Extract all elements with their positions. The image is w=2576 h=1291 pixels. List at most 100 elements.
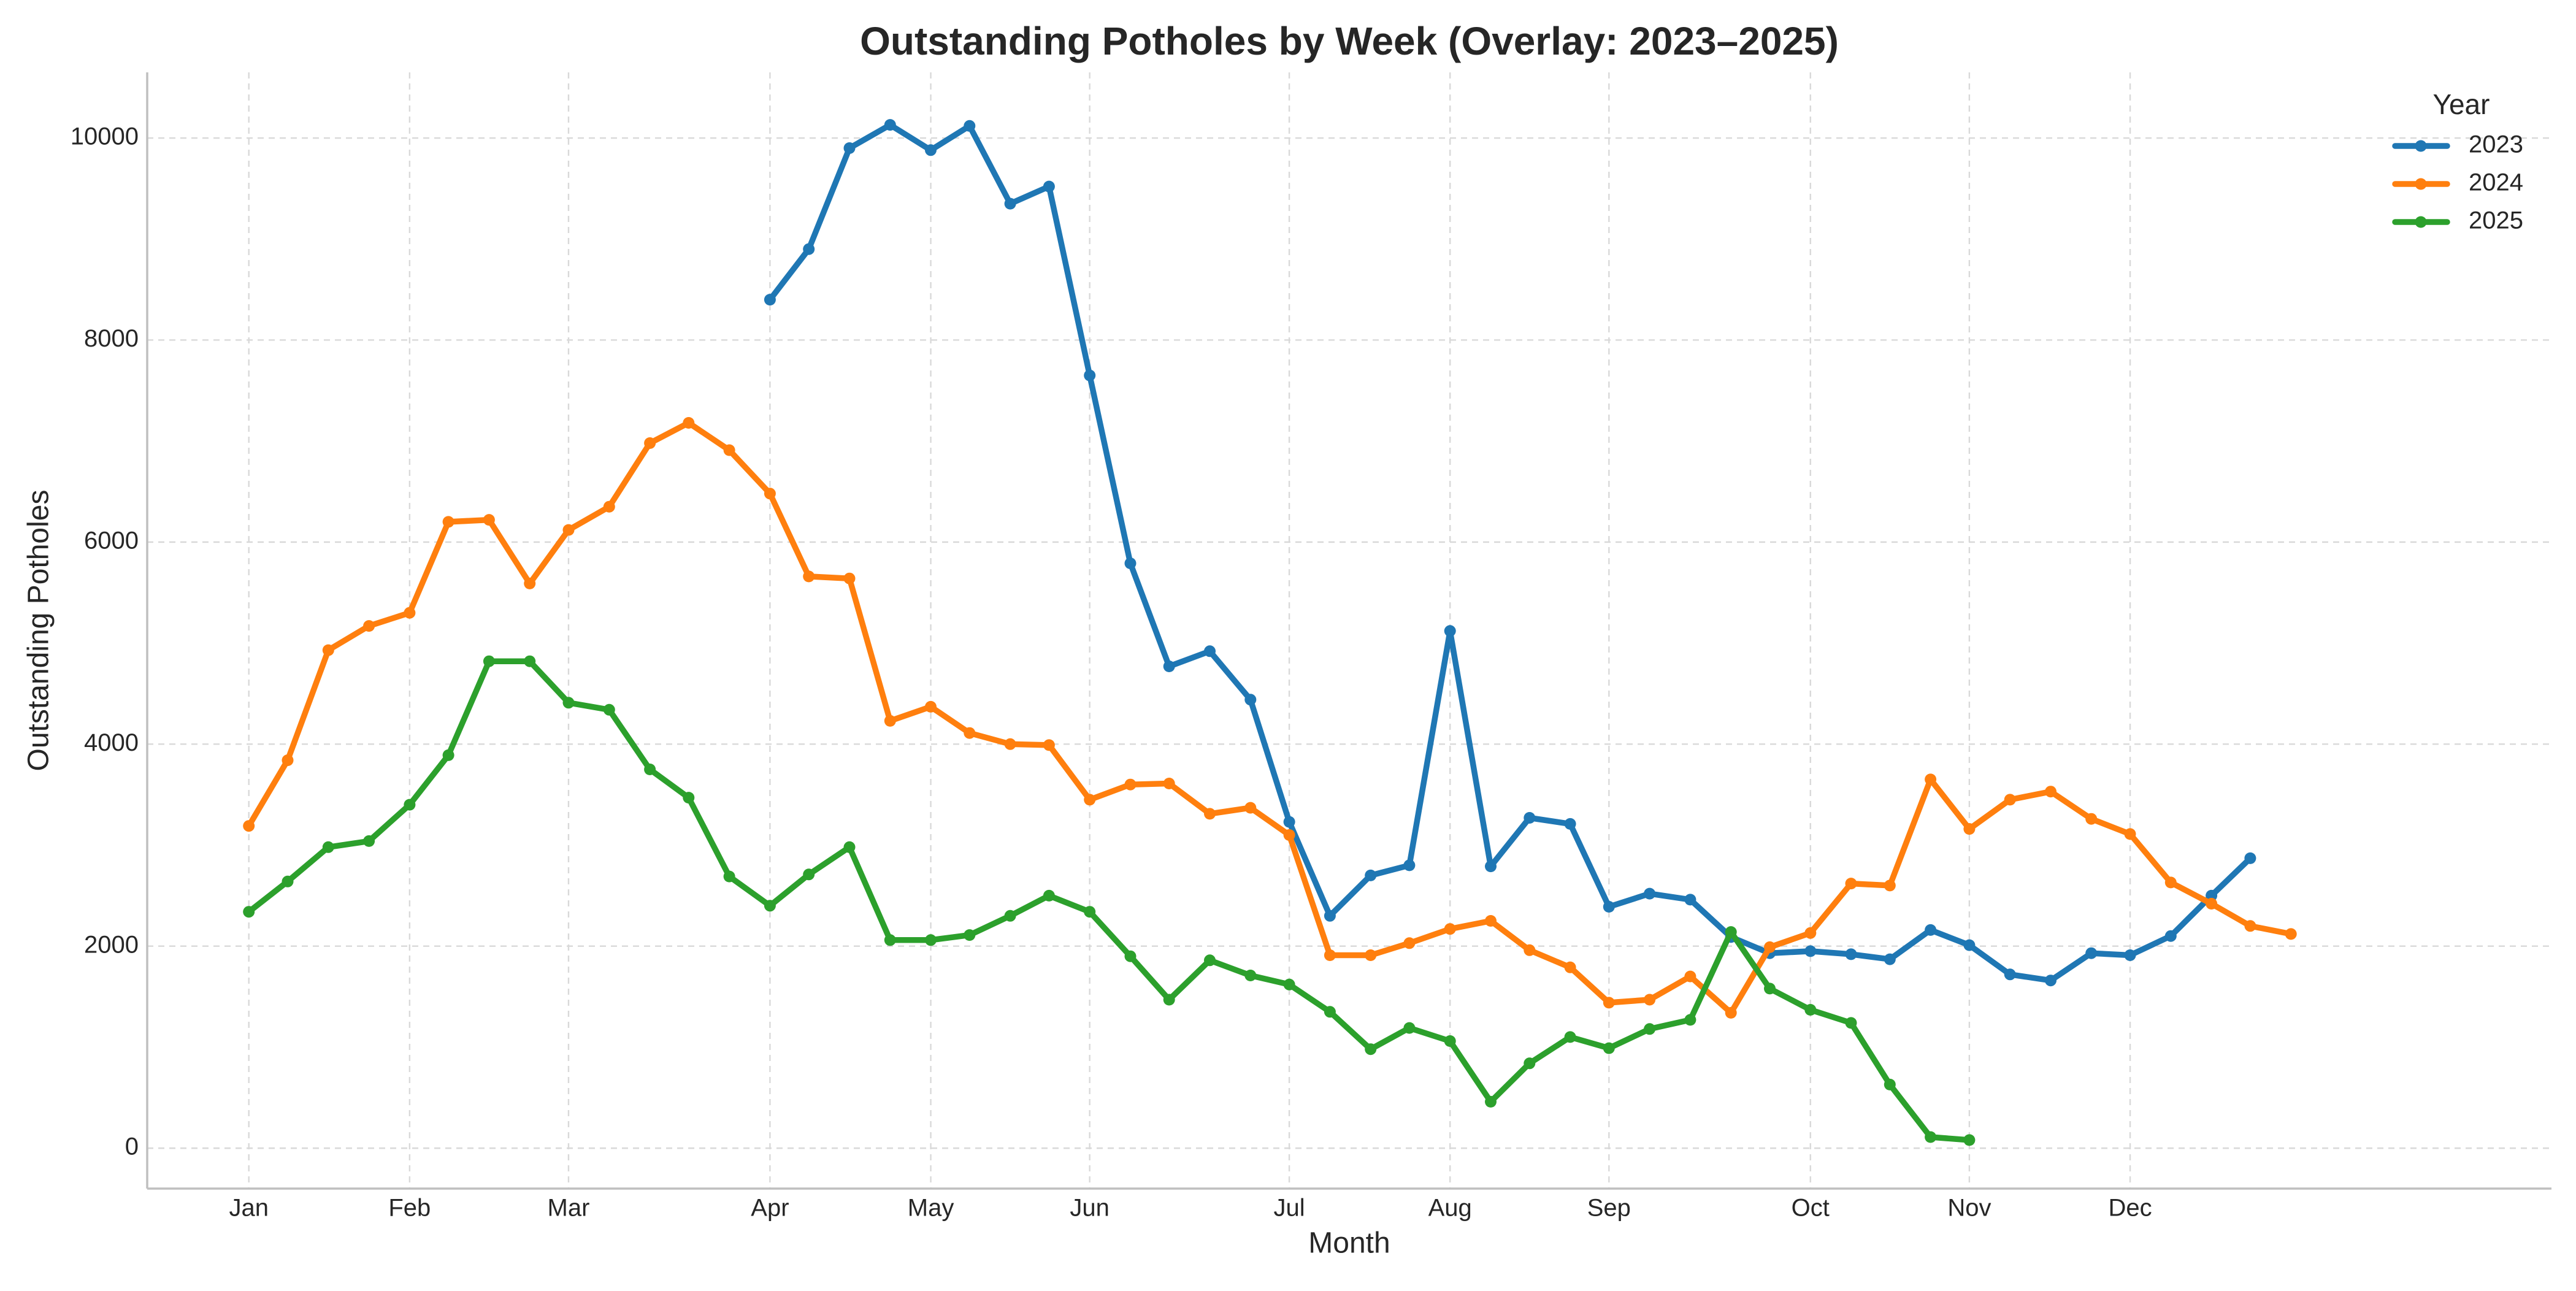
- data-point: [1764, 941, 1776, 953]
- legend: Year 2023 2024 2025: [2392, 88, 2523, 234]
- x-tick-label: Mar: [548, 1195, 590, 1222]
- data-point: [363, 835, 375, 847]
- y-tick-label: 8000: [84, 325, 139, 352]
- data-point: [1684, 1014, 1696, 1026]
- legend-title: Year: [2433, 88, 2490, 120]
- data-point: [1324, 910, 1336, 922]
- data-point: [964, 727, 976, 739]
- data-point: [1845, 1017, 1857, 1029]
- series-line-2023: [767, 121, 2253, 984]
- data-point: [483, 514, 495, 526]
- data-point: [2164, 876, 2177, 889]
- data-point: [2124, 949, 2136, 961]
- data-point: [884, 714, 896, 727]
- chart-title: Outstanding Potholes by Week (Overlay: 2…: [860, 19, 1839, 63]
- data-point: [1324, 1006, 1336, 1018]
- data-point: [404, 607, 416, 619]
- data-point: [1124, 557, 1137, 569]
- data-point: [1124, 778, 1137, 791]
- data-point: [1644, 1023, 1656, 1035]
- data-point: [1004, 738, 1016, 750]
- data-point: [2045, 975, 2057, 987]
- x-tick-label: Sep: [1587, 1195, 1631, 1222]
- data-point: [2004, 968, 2016, 981]
- data-point: [723, 870, 735, 883]
- data-point: [2244, 852, 2256, 864]
- data-point: [2244, 920, 2256, 932]
- legend-marker-swatch: [2415, 178, 2427, 190]
- data-point: [1804, 945, 1817, 957]
- data-point: [1444, 923, 1456, 935]
- y-tick-label: 10000: [71, 123, 139, 150]
- tick-labels: Jan Feb Mar Apr May Jun Jul Aug Sep Oct Nov Dec 0 200…: [71, 123, 2152, 1222]
- data-point: [1524, 944, 1536, 956]
- data-point: [1725, 926, 1737, 938]
- data-point: [1283, 978, 1295, 990]
- series-2025: [243, 655, 1976, 1146]
- data-point: [1804, 927, 1817, 939]
- data-point: [803, 243, 815, 255]
- data-point: [243, 906, 255, 918]
- data-point: [1043, 739, 1055, 751]
- data-point: [1925, 924, 1937, 936]
- data-point: [1324, 949, 1336, 961]
- data-point: [442, 749, 454, 761]
- x-tick-label: Jul: [1274, 1195, 1305, 1222]
- series-2023: [764, 119, 2256, 987]
- data-point: [1283, 816, 1295, 828]
- data-point: [1963, 1134, 1976, 1146]
- data-point: [843, 841, 856, 853]
- data-point: [1884, 953, 1896, 965]
- data-point: [1444, 1035, 1456, 1047]
- data-point: [1365, 949, 1377, 961]
- data-point: [1963, 823, 1976, 835]
- y-tick-label: 2000: [84, 931, 139, 958]
- data-point: [1564, 818, 1576, 830]
- data-point: [1603, 997, 1615, 1009]
- data-point: [562, 524, 575, 536]
- series-line-2024: [245, 419, 2294, 1016]
- data-point: [1684, 970, 1696, 983]
- data-point: [884, 119, 896, 131]
- data-point: [1884, 879, 1896, 892]
- data-point: [925, 700, 937, 713]
- x-tick-label: Feb: [388, 1195, 431, 1222]
- data-point: [764, 900, 776, 912]
- data-point: [2164, 930, 2177, 942]
- data-point: [1564, 961, 1576, 973]
- data-point: [2206, 898, 2218, 910]
- series-2024: [243, 417, 2297, 1019]
- data-point: [683, 792, 695, 804]
- x-tick-label: Dec: [2108, 1195, 2152, 1222]
- data-point: [1644, 887, 1656, 900]
- data-point: [2085, 947, 2098, 959]
- data-point: [1163, 661, 1175, 672]
- x-tick-label: Jan: [229, 1195, 269, 1222]
- data-point: [404, 799, 416, 811]
- grid-layer: [147, 72, 2551, 1189]
- data-point: [363, 620, 375, 632]
- data-point: [483, 655, 495, 667]
- data-point: [1084, 794, 1096, 806]
- data-point: [1485, 915, 1497, 927]
- data-point: [803, 868, 815, 881]
- x-tick-label: Nov: [1947, 1195, 1991, 1222]
- data-point: [884, 934, 896, 946]
- data-point: [1845, 948, 1857, 960]
- data-point: [1725, 1006, 1737, 1019]
- x-tick-label: Oct: [1792, 1195, 1830, 1222]
- data-point: [1043, 180, 1055, 193]
- legend-entry-2023: 2023: [2392, 131, 2523, 158]
- data-point: [1963, 939, 1976, 951]
- x-axis-label: Month: [1308, 1227, 1390, 1260]
- data-point: [2206, 889, 2218, 902]
- axes-layer: [146, 72, 2551, 1190]
- data-point: [1684, 894, 1696, 906]
- legend-marker-swatch: [2415, 140, 2427, 152]
- data-point: [282, 875, 294, 887]
- legend-label: 2025: [2469, 207, 2523, 234]
- data-point: [2124, 828, 2136, 840]
- legend-entry-2024: 2024: [2392, 169, 2523, 196]
- data-point: [1403, 937, 1416, 949]
- x-tick-label: May: [908, 1195, 954, 1222]
